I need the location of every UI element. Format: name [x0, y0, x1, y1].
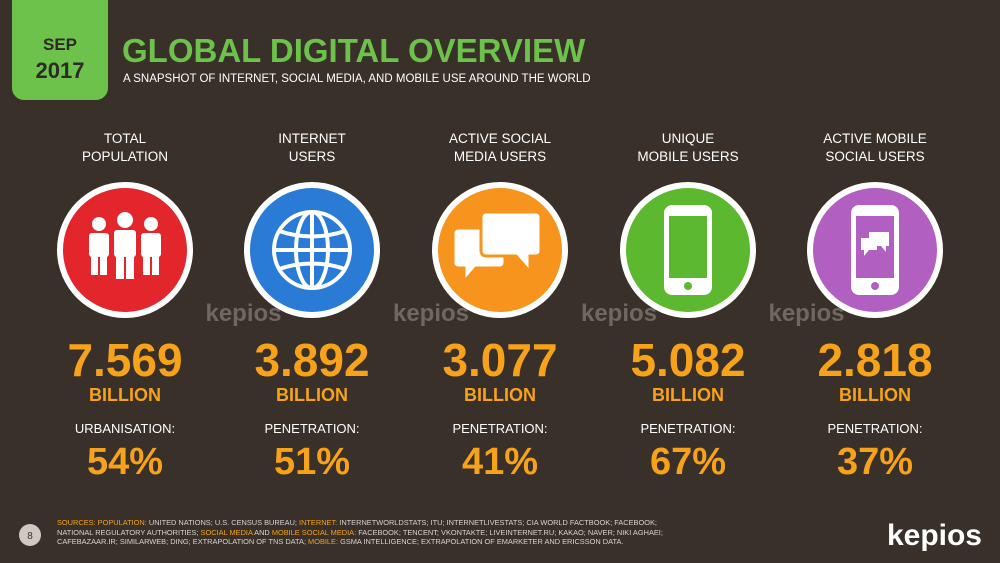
source-segment: INTERNETWORLDSTATS; ITU; INTERNETLIVESTA… [57, 518, 660, 537]
icon-mobile-social [851, 205, 899, 295]
stat-value: 5.082 [630, 334, 745, 386]
column-label: INTERNET [278, 131, 346, 146]
metric-label: PENETRATION: [827, 421, 922, 436]
metric-label: PENETRATION: [640, 421, 735, 436]
column-label: MOBILE USERS [637, 149, 738, 164]
column-label: USERS [289, 149, 336, 164]
badge-month: SEP [43, 35, 77, 54]
icon-chat [451, 210, 543, 287]
metric-value: 37% [837, 441, 913, 483]
icon-people [89, 212, 161, 279]
stat-value: 2.818 [817, 334, 932, 386]
column-label: TOTAL [104, 131, 147, 146]
metric-label: PENETRATION: [452, 421, 547, 436]
source-segment: GSMA INTELLIGENCE; EXTRAPOLATION OF EMAR… [338, 537, 624, 547]
column-label: ACTIVE MOBILE [823, 131, 927, 146]
source-segment: SOURCES: POPULATION: [57, 518, 147, 527]
metric-value: 67% [650, 441, 726, 483]
column-label: SOCIAL USERS [825, 149, 924, 164]
stat-value: 7.569 [67, 334, 182, 386]
title: GLOBAL DIGITAL OVERVIEW [122, 32, 586, 69]
metric-label: URBANISATION: [75, 421, 175, 436]
stat-value: 3.077 [442, 334, 557, 386]
icon-globe [272, 210, 352, 290]
metric-value: 41% [462, 441, 538, 483]
stat-unit: BILLION [839, 385, 911, 405]
source-segment: MOBILE SOCIAL MEDIA: [271, 527, 357, 537]
metric-value: 51% [274, 441, 350, 483]
metric-label: PENETRATION: [264, 421, 359, 436]
page-number: 8 [27, 531, 33, 542]
badge-year: 2017 [36, 58, 85, 83]
source-segment: UNITED NATIONS; U.S. CENSUS BUREAU; [146, 518, 300, 527]
source-segment: AND [252, 527, 272, 537]
stat-unit: BILLION [464, 385, 536, 405]
source-segment: SOCIAL MEDIA [200, 527, 253, 537]
page-badge [19, 524, 41, 546]
column-label: UNIQUE [662, 131, 715, 146]
source-segment: MOBILE: [308, 537, 339, 547]
subtitle: A SNAPSHOT OF INTERNET, SOCIAL MEDIA, AN… [123, 73, 591, 85]
date-badge [12, 0, 108, 100]
logo: kepios [887, 519, 982, 552]
stat-unit: BILLION [89, 385, 161, 405]
watermark: kepios [205, 300, 281, 327]
column-label: ACTIVE SOCIAL [449, 131, 552, 146]
metric-value: 54% [87, 441, 163, 483]
source-segment: INTERNET: [299, 518, 338, 527]
column-label: MEDIA USERS [454, 149, 546, 164]
icon-phone [664, 205, 712, 295]
watermark: kepios [393, 300, 469, 327]
sources: SOURCES: POPULATION: UNITED NATIONS; U.S… [57, 518, 667, 547]
stat-unit: BILLION [652, 385, 724, 405]
watermark: kepios [581, 300, 657, 327]
column-label: POPULATION [82, 149, 168, 164]
watermark: kepios [768, 300, 844, 327]
source-segment: FACEBOOK; TENCENT; VKONTAKTE; LIVEINTERN… [57, 527, 665, 547]
stat-value: 3.892 [254, 334, 369, 386]
stat-unit: BILLION [276, 385, 348, 405]
